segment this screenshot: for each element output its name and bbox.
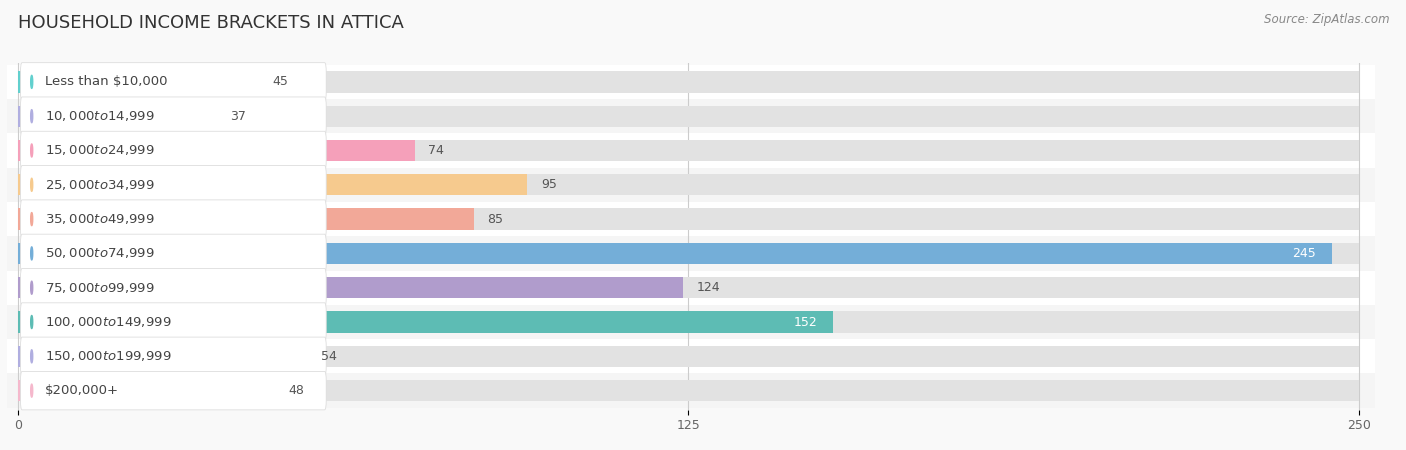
Circle shape xyxy=(31,350,32,363)
Text: Less than $10,000: Less than $10,000 xyxy=(45,75,167,88)
FancyBboxPatch shape xyxy=(21,131,326,170)
Circle shape xyxy=(31,212,32,225)
FancyBboxPatch shape xyxy=(21,166,326,204)
Bar xyxy=(18,346,308,367)
Bar xyxy=(0,374,1406,408)
Text: $50,000 to $74,999: $50,000 to $74,999 xyxy=(45,247,155,261)
Bar xyxy=(0,99,1406,133)
Bar xyxy=(18,311,1360,333)
Text: $35,000 to $49,999: $35,000 to $49,999 xyxy=(45,212,155,226)
Text: 95: 95 xyxy=(541,178,557,191)
Text: 124: 124 xyxy=(696,281,720,294)
Bar xyxy=(0,168,1406,202)
Bar xyxy=(18,208,1360,230)
Text: $25,000 to $34,999: $25,000 to $34,999 xyxy=(45,178,155,192)
Bar xyxy=(0,339,1406,374)
Text: 245: 245 xyxy=(1292,247,1316,260)
Text: 152: 152 xyxy=(793,315,817,328)
Circle shape xyxy=(31,144,32,157)
Bar xyxy=(18,140,415,161)
Bar xyxy=(18,277,1360,298)
Bar xyxy=(18,277,683,298)
Bar xyxy=(0,270,1406,305)
Circle shape xyxy=(31,281,32,294)
Bar xyxy=(18,243,1331,264)
Bar xyxy=(18,140,1360,161)
Circle shape xyxy=(31,110,32,123)
FancyBboxPatch shape xyxy=(21,303,326,341)
Circle shape xyxy=(31,315,32,328)
Bar xyxy=(18,311,834,333)
Bar xyxy=(18,380,276,401)
FancyBboxPatch shape xyxy=(21,63,326,101)
Text: 54: 54 xyxy=(321,350,337,363)
Text: $75,000 to $99,999: $75,000 to $99,999 xyxy=(45,281,155,295)
Bar xyxy=(0,236,1406,270)
Bar xyxy=(0,65,1406,99)
Bar xyxy=(18,380,1360,401)
FancyBboxPatch shape xyxy=(21,337,326,376)
Bar xyxy=(0,305,1406,339)
Circle shape xyxy=(31,178,32,191)
Text: $100,000 to $149,999: $100,000 to $149,999 xyxy=(45,315,172,329)
Circle shape xyxy=(31,247,32,260)
Bar xyxy=(18,106,1360,127)
Bar xyxy=(18,346,1360,367)
Bar xyxy=(18,71,259,93)
Bar xyxy=(0,202,1406,236)
Bar xyxy=(18,106,217,127)
Text: 74: 74 xyxy=(429,144,444,157)
FancyBboxPatch shape xyxy=(21,97,326,135)
Text: $15,000 to $24,999: $15,000 to $24,999 xyxy=(45,144,155,158)
Bar xyxy=(18,71,1360,93)
Circle shape xyxy=(31,75,32,88)
FancyBboxPatch shape xyxy=(21,200,326,239)
Text: 45: 45 xyxy=(273,75,288,88)
Text: HOUSEHOLD INCOME BRACKETS IN ATTICA: HOUSEHOLD INCOME BRACKETS IN ATTICA xyxy=(18,14,404,32)
Text: 85: 85 xyxy=(488,212,503,225)
Bar xyxy=(18,174,527,195)
Text: 48: 48 xyxy=(288,384,305,397)
Text: $200,000+: $200,000+ xyxy=(45,384,118,397)
Text: $150,000 to $199,999: $150,000 to $199,999 xyxy=(45,349,172,363)
Bar xyxy=(18,243,1360,264)
Text: Source: ZipAtlas.com: Source: ZipAtlas.com xyxy=(1264,14,1389,27)
Bar xyxy=(18,208,474,230)
FancyBboxPatch shape xyxy=(21,269,326,307)
Circle shape xyxy=(31,384,32,397)
FancyBboxPatch shape xyxy=(21,371,326,410)
Bar xyxy=(0,133,1406,168)
Text: 37: 37 xyxy=(229,110,246,123)
Bar xyxy=(18,174,1360,195)
FancyBboxPatch shape xyxy=(21,234,326,273)
Text: $10,000 to $14,999: $10,000 to $14,999 xyxy=(45,109,155,123)
